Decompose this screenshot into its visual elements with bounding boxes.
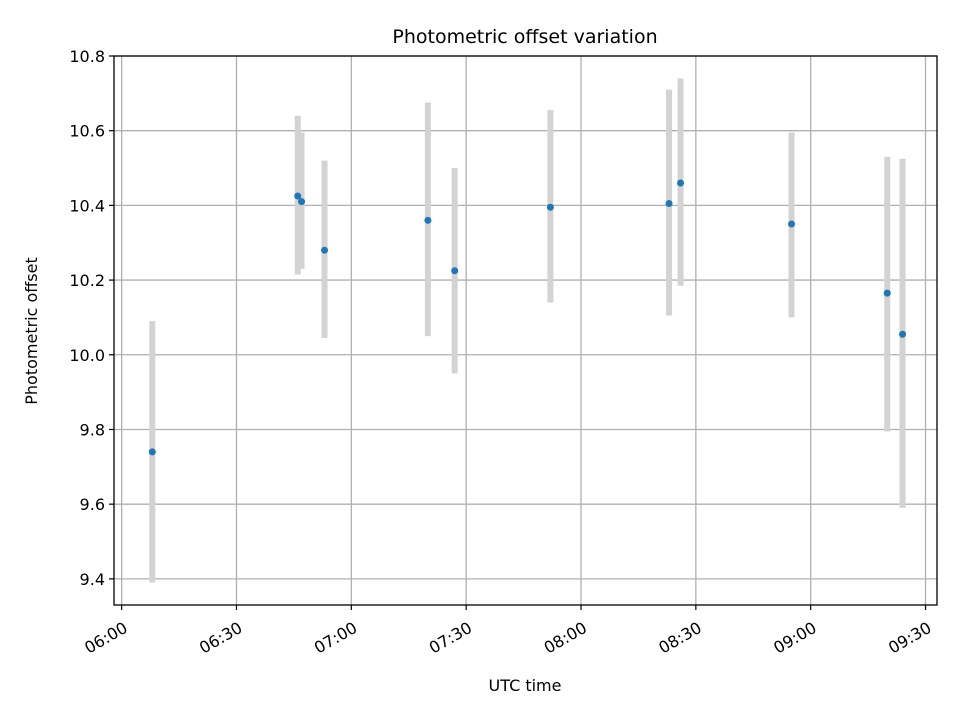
chart-title: Photometric offset variation (392, 26, 657, 48)
data-point (298, 198, 306, 206)
data-points (148, 179, 907, 456)
y-tick-label: 10.0 (69, 346, 105, 365)
data-point (546, 203, 554, 211)
data-point (665, 200, 673, 208)
grid (114, 55, 937, 605)
data-point (148, 448, 156, 456)
data-point (451, 267, 459, 275)
y-tick-label: 10.4 (69, 196, 105, 215)
y-tick-label: 9.6 (80, 495, 105, 514)
data-point (321, 246, 329, 254)
data-point (883, 289, 891, 297)
y-tick-label: 10.8 (69, 47, 105, 66)
data-point (788, 220, 796, 228)
y-tick-label: 10.6 (69, 122, 105, 141)
y-axis: 9.4 9.6 9.8 10.0 10.2 10.4 10.6 10.8 (69, 47, 114, 589)
data-point (899, 330, 907, 338)
y-tick-label: 9.4 (80, 570, 105, 589)
y-tick-label: 10.2 (69, 271, 105, 290)
x-axis-title: UTC time (489, 676, 562, 695)
data-point (294, 192, 302, 200)
plot-frame (113, 55, 938, 606)
data-point (424, 216, 432, 224)
data-point (677, 179, 685, 187)
y-tick-label: 9.8 (80, 420, 105, 439)
y-axis-title: Photometric offset (22, 257, 41, 405)
